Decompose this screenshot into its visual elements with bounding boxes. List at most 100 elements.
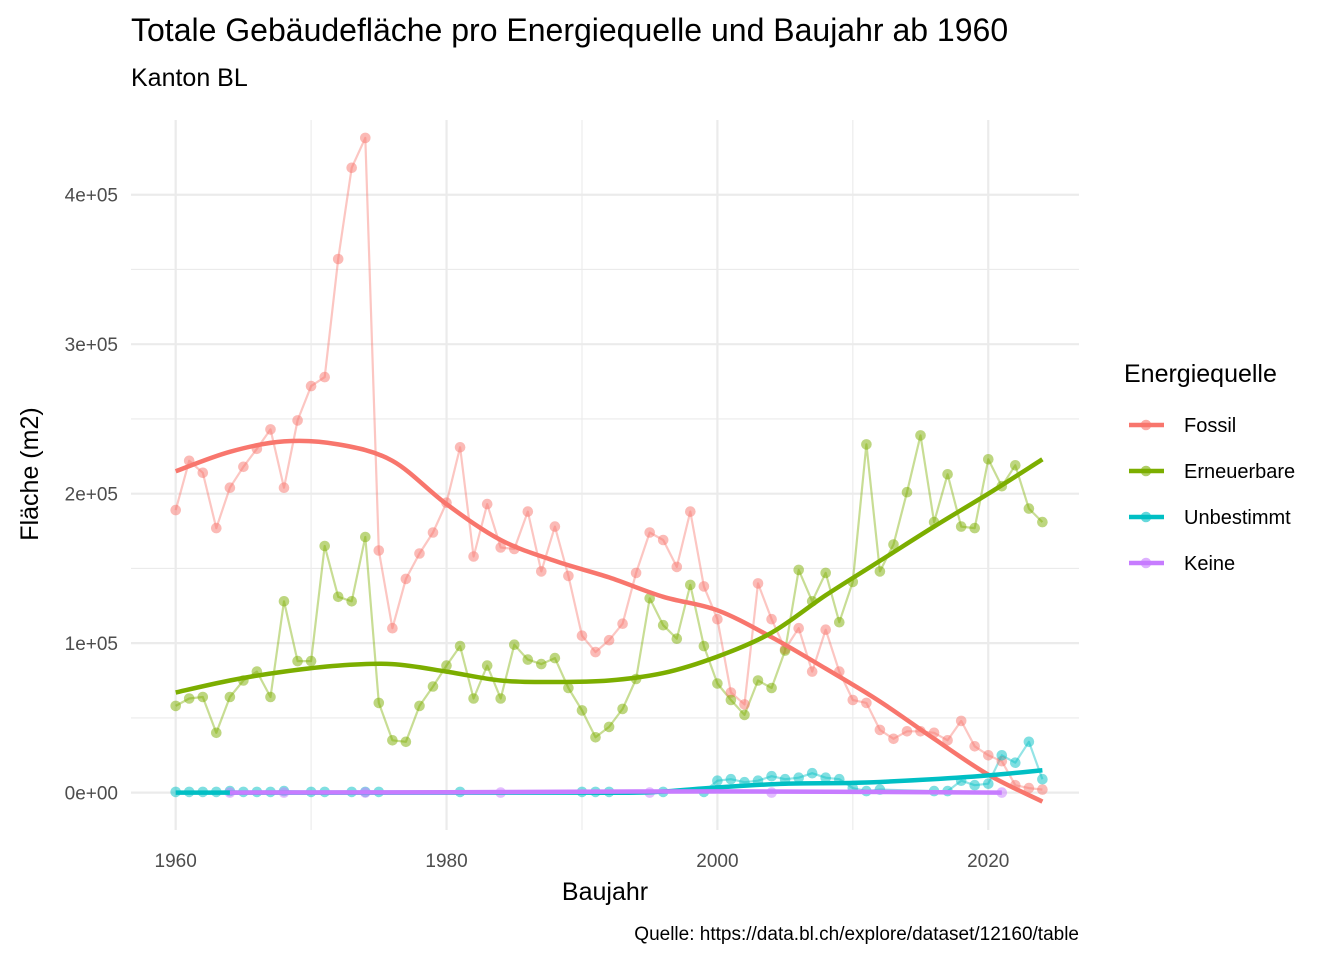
data-point-erneuerbare — [617, 703, 628, 715]
data-point-fossil — [211, 522, 222, 534]
data-point-fossil — [847, 694, 859, 706]
data-point-erneuerbare — [197, 691, 209, 703]
data-point-erneuerbare — [820, 567, 831, 579]
data-point-fossil — [576, 630, 588, 641]
data-point-fossil — [265, 424, 276, 435]
data-point-unbestimmt — [1010, 757, 1021, 768]
series-line-erneuerbare — [175, 434, 1044, 743]
data-point-fossil — [1023, 782, 1035, 794]
y-tick-label: 2e+05 — [65, 485, 118, 506]
data-point-fossil — [955, 715, 967, 727]
x-axis-ticks: 1960 1980 2000 2020 — [155, 851, 1010, 872]
trend-line-fossil — [174, 438, 1044, 804]
series-line-unbestimmt — [175, 740, 1044, 793]
data-point-erneuerbare — [549, 652, 561, 664]
legend-item-keine: Keine — [1129, 553, 1235, 575]
data-point-erneuerbare — [400, 736, 412, 748]
legend-title: Energiequelle — [1124, 360, 1277, 388]
legend-key-point — [1140, 511, 1152, 523]
data-point-fossil — [224, 482, 236, 494]
chart-title: Totale Gebäudefläche pro Energiequelle u… — [131, 12, 1008, 48]
y-tick-label: 0e+00 — [65, 784, 118, 805]
data-point-fossil — [563, 570, 574, 582]
legend-label: Keine — [1184, 553, 1235, 575]
data-point-fossil — [1037, 784, 1048, 795]
x-axis-label: Baujahr — [562, 878, 648, 906]
data-point-erneuerbare — [901, 486, 913, 498]
data-point-erneuerbare — [454, 640, 466, 652]
data-point-erneuerbare — [1023, 503, 1035, 514]
data-point-erneuerbare — [888, 539, 899, 550]
grid-minor — [131, 120, 1079, 830]
legend-key-point — [1140, 557, 1152, 569]
data-point-fossil — [617, 618, 628, 629]
data-point-fossil — [373, 545, 385, 556]
legend-key-point — [1140, 419, 1152, 431]
y-axis-ticks: 0e+00 1e+05 2e+05 3e+05 4e+05 — [65, 186, 118, 805]
data-point-erneuerbare — [698, 640, 710, 652]
legend-label: Unbestimmt — [1184, 507, 1291, 529]
data-point-unbestimmt — [766, 770, 777, 782]
data-point-fossil — [901, 726, 913, 737]
legend-label: Fossil — [1184, 415, 1236, 437]
data-point-erneuerbare — [265, 691, 276, 703]
data-point-fossil — [319, 371, 331, 383]
data-point-erneuerbare — [983, 454, 994, 465]
data-point-fossil — [454, 442, 466, 453]
data-point-erneuerbare — [522, 654, 534, 665]
x-tick-label: 1980 — [425, 851, 467, 872]
data-point-erneuerbare — [319, 540, 331, 552]
data-point-erneuerbare — [509, 639, 520, 650]
data-point-erneuerbare — [793, 564, 804, 576]
data-point-fossil — [414, 548, 425, 559]
smooth-lines — [174, 438, 1044, 804]
data-point-fossil — [346, 162, 358, 174]
data-point-unbestimmt — [725, 773, 737, 785]
data-point-erneuerbare — [224, 691, 236, 703]
data-point-erneuerbare — [387, 735, 398, 746]
data-point-erneuerbare — [468, 693, 479, 704]
data-point-erneuerbare — [752, 675, 764, 686]
legend-item-erneuerbare: Erneuerbare — [1129, 461, 1295, 483]
data-point-erneuerbare — [360, 531, 371, 543]
data-point-erneuerbare — [346, 596, 358, 607]
legend-item-unbestimmt: Unbestimmt — [1129, 507, 1291, 529]
legend: Energiequelle Fossil Erneuerbare Unbestimm… — [1124, 360, 1295, 575]
data-point-erneuerbare — [211, 727, 222, 739]
legend-item-fossil: Fossil — [1129, 415, 1236, 437]
chart-subtitle: Kanton BL — [131, 64, 248, 92]
data-point-fossil — [522, 506, 534, 517]
data-point-fossil — [387, 622, 398, 634]
raw-lines — [174, 136, 1044, 794]
legend-key-point — [1140, 465, 1152, 477]
data-point-fossil — [874, 724, 886, 736]
data-point-fossil — [806, 666, 818, 677]
data-point-erneuerbare — [955, 521, 967, 532]
y-tick-label: 3e+05 — [65, 335, 118, 356]
data-point-erneuerbare — [915, 430, 926, 441]
data-point-unbestimmt — [969, 779, 980, 791]
data-point-erneuerbare — [536, 658, 547, 670]
data-point-erneuerbare — [427, 681, 439, 692]
x-tick-label: 2020 — [967, 851, 1009, 872]
data-point-erneuerbare — [278, 596, 290, 607]
data-point-erneuerbare — [712, 678, 723, 689]
data-point-erneuerbare — [942, 469, 953, 480]
data-point-unbestimmt — [1023, 736, 1035, 748]
data-point-fossil — [197, 467, 209, 479]
y-axis-label: Fläche (m2) — [16, 407, 44, 540]
data-point-fossil — [725, 687, 737, 698]
data-point-fossil — [360, 132, 371, 144]
y-tick-label: 1e+05 — [65, 634, 118, 655]
data-point-fossil — [630, 567, 642, 579]
data-point-unbestimmt — [1037, 773, 1048, 785]
data-point-erneuerbare — [603, 721, 615, 733]
data-point-erneuerbare — [766, 682, 777, 694]
data-point-fossil — [969, 741, 980, 752]
data-point-unbestimmt — [712, 775, 723, 786]
grid-major — [131, 120, 1079, 830]
data-point-fossil — [481, 498, 493, 510]
data-point-fossil — [752, 578, 764, 589]
data-point-erneuerbare — [861, 439, 872, 450]
data-point-fossil — [238, 461, 249, 473]
